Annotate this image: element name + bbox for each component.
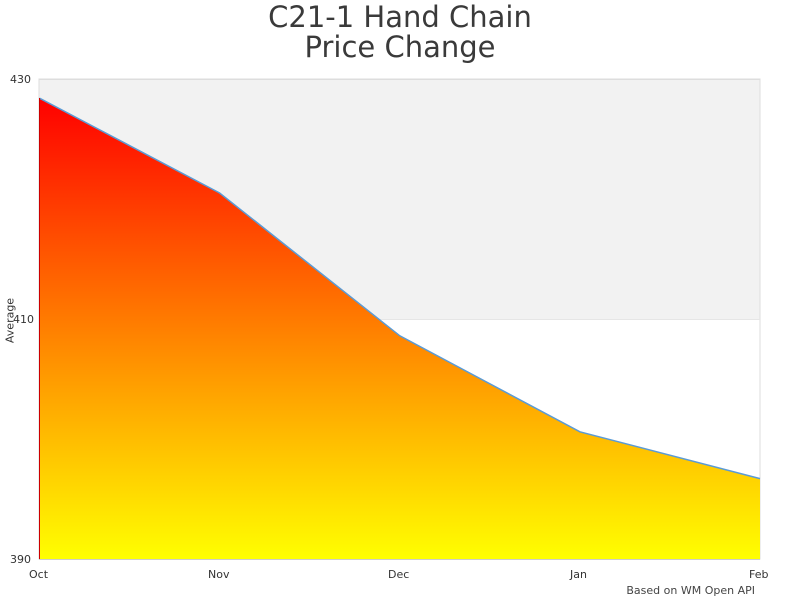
y-tick-430: 430 (10, 73, 31, 86)
chart-title: C21-1 Hand Chain Price Change (0, 2, 800, 62)
y-tick-410: 410 (13, 313, 34, 326)
chart-title-line-1: C21-1 Hand Chain (268, 0, 532, 34)
x-tick-dec: Dec (388, 568, 410, 581)
line-series-average (39, 97, 761, 480)
x-tick-nov: Nov (208, 568, 230, 581)
x-tick-jan: Jan (570, 568, 587, 581)
chart-title-line-2: Price Change (304, 30, 496, 64)
x-tick-feb: Feb (749, 568, 769, 581)
y-axis-label: Average (3, 297, 17, 344)
area-series-average (39, 98, 760, 559)
x-tick-oct: Oct (29, 568, 49, 581)
credits-text[interactable]: Based on WM Open API (626, 584, 755, 597)
y-tick-390: 390 (10, 553, 31, 566)
